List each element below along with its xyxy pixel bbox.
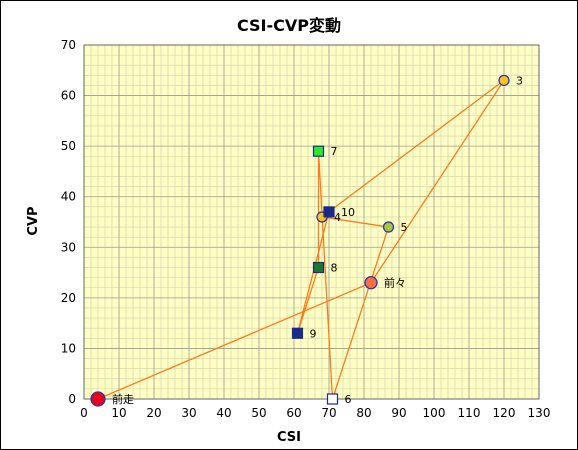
chart-title: CSI-CVP変動 xyxy=(237,16,341,35)
data-point xyxy=(498,74,510,87)
data-label: 9 xyxy=(310,327,317,340)
series-line xyxy=(97,79,505,400)
x-tick-label: 70 xyxy=(321,406,336,420)
plot-border xyxy=(83,44,540,400)
data-label: 前走 xyxy=(112,392,134,406)
x-tick-label: 100 xyxy=(423,406,446,420)
x-tick-label: 80 xyxy=(356,406,371,420)
data-point xyxy=(382,221,395,233)
y-tick-label: 0 xyxy=(68,392,76,406)
plot-background xyxy=(84,45,539,399)
data-point xyxy=(312,261,325,274)
data-label: 5 xyxy=(401,221,408,234)
data-label: 10 xyxy=(341,206,355,219)
data-point xyxy=(291,327,304,339)
data-label: 4 xyxy=(334,211,341,224)
data-point xyxy=(312,145,325,157)
y-tick-label: 20 xyxy=(61,291,76,305)
data-point xyxy=(90,391,106,407)
x-tick-label: 20 xyxy=(146,406,161,420)
x-axis-label: CSI xyxy=(277,430,301,445)
x-tick-label: 0 xyxy=(80,406,88,420)
y-tick-label: 30 xyxy=(61,240,76,254)
data-label: 8 xyxy=(331,262,338,275)
y-tick-label: 60 xyxy=(61,89,76,103)
y-tick-label: 70 xyxy=(61,38,76,52)
x-tick-label: 30 xyxy=(181,406,196,420)
data-label: 3 xyxy=(516,74,523,87)
data-point xyxy=(326,393,339,405)
plot-area: 0 10 20 30 40 50 60 70 80 90 100 110 120 130 0 10 20 30 40… xyxy=(61,38,551,420)
x-tick-label: 60 xyxy=(286,406,301,420)
x-tick-label: 40 xyxy=(216,406,231,420)
y-tick-label: 40 xyxy=(61,190,76,204)
data-point xyxy=(323,206,335,218)
data-label: 6 xyxy=(345,393,352,406)
y-tick-label: 10 xyxy=(61,341,76,355)
data-point xyxy=(364,276,378,290)
x-tick-label: 90 xyxy=(391,406,406,420)
x-tick-label: 10 xyxy=(111,406,126,420)
x-tick-label: 50 xyxy=(251,406,266,420)
data-label: 前々 xyxy=(384,276,406,290)
x-tick-label: 130 xyxy=(528,406,551,420)
y-tick-label: 50 xyxy=(61,139,76,153)
x-tick-label: 120 xyxy=(493,406,516,420)
y-axis-label: CVP xyxy=(26,206,41,235)
x-tick-label: 110 xyxy=(458,406,481,420)
data-label: 7 xyxy=(331,145,338,158)
